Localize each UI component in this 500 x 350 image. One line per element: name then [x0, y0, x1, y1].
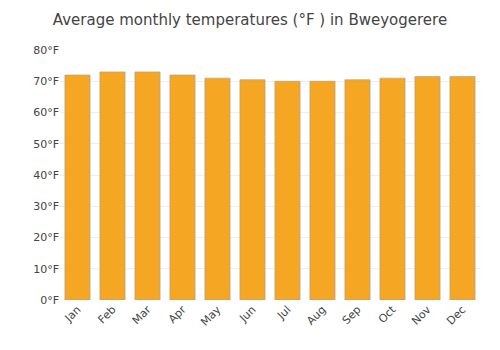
svg-text:40°F: 40°F: [33, 169, 59, 182]
svg-text:Mar: Mar: [130, 303, 154, 327]
svg-text:Jul: Jul: [274, 303, 293, 322]
svg-text:Dec: Dec: [444, 303, 468, 327]
svg-text:Jan: Jan: [62, 303, 84, 325]
svg-text:30°F: 30°F: [33, 200, 59, 213]
svg-text:May: May: [198, 303, 224, 329]
svg-text:Aug: Aug: [304, 303, 328, 327]
svg-text:50°F: 50°F: [33, 138, 59, 151]
svg-text:Oct: Oct: [376, 303, 399, 326]
svg-text:60°F: 60°F: [33, 106, 59, 119]
svg-text:80°F: 80°F: [33, 44, 59, 57]
svg-text:0°F: 0°F: [40, 294, 59, 307]
svg-text:Feb: Feb: [96, 303, 119, 326]
svg-text:70°F: 70°F: [33, 75, 59, 88]
svg-text:10°F: 10°F: [33, 263, 59, 276]
svg-text:Average monthly temperatures (: Average monthly temperatures (°F ) in Bw…: [53, 11, 447, 29]
svg-text:Jun: Jun: [236, 303, 258, 325]
svg-text:20°F: 20°F: [33, 231, 59, 244]
svg-text:Sep: Sep: [340, 303, 364, 327]
svg-text:Apr: Apr: [166, 303, 189, 326]
svg-text:Nov: Nov: [409, 303, 434, 328]
